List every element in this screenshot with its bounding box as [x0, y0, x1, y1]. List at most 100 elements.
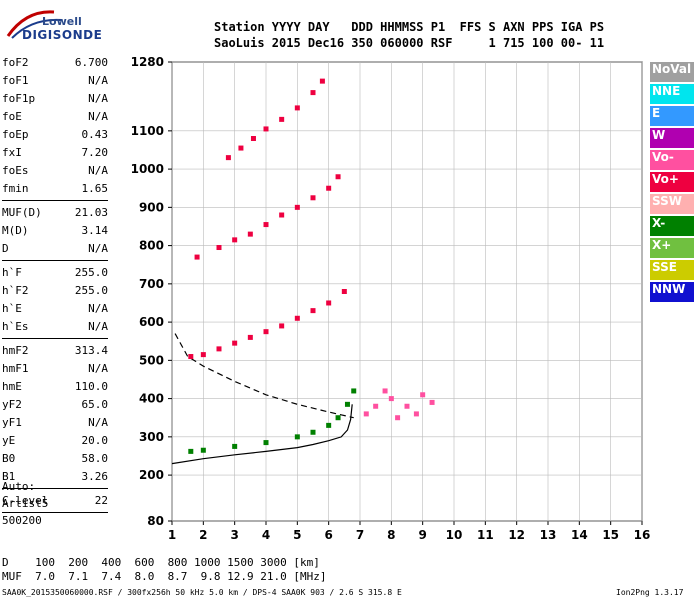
echo-point	[294, 105, 300, 111]
echo-point	[388, 396, 394, 402]
param-row: h`F2 255.0	[2, 282, 108, 300]
param-row: B0 58.0	[2, 450, 108, 468]
y-tick-label: 700	[139, 277, 164, 291]
logo-text-lowell: Lowell	[42, 15, 82, 28]
x-tick-label: 10	[446, 528, 463, 542]
x-tick-label: 12	[508, 528, 525, 542]
param-label: foE	[2, 110, 22, 123]
echo-point	[238, 145, 244, 151]
param-label: foEs	[2, 164, 29, 177]
echo-point	[263, 329, 269, 335]
echo-point	[335, 415, 341, 421]
echo-point	[200, 352, 206, 358]
legend-item: E	[650, 106, 694, 126]
param-value: 7.20	[81, 146, 109, 159]
legend-item: SSW	[650, 194, 694, 214]
param-label: foF1p	[2, 92, 36, 105]
param-separator	[2, 260, 108, 261]
echo-point	[363, 411, 369, 417]
echo-point	[310, 90, 316, 96]
echo-point	[341, 289, 347, 294]
echo-point	[200, 447, 206, 453]
param-value: 255.0	[74, 284, 108, 297]
echo-point	[395, 415, 401, 421]
x-tick-label: 9	[418, 528, 426, 542]
echo-point	[326, 300, 332, 306]
param-value: 22	[94, 494, 108, 507]
param-label: foF1	[2, 74, 29, 87]
polarization-legend: NoVal NNE E W Vo- Vo+ SSW X- X+ SSE NNW	[650, 62, 694, 304]
echo-point	[382, 388, 388, 394]
version-label: Ion2Png 1.3.17	[616, 588, 684, 597]
param-row: MUF(D) 21.03	[2, 204, 108, 222]
param-value: N/A	[88, 242, 108, 255]
y-tick-label: 500	[139, 353, 164, 367]
x-tick-label: 14	[571, 528, 588, 542]
param-label: MUF(D)	[2, 206, 42, 219]
y-tick-label: 1000	[131, 162, 164, 176]
legend-item: NoVal	[650, 62, 694, 82]
x-tick-label: 4	[262, 528, 270, 542]
param-value: N/A	[88, 362, 108, 375]
auto-label: Auto:	[2, 480, 36, 493]
x-tick-label: 5	[293, 528, 301, 542]
scaled-parameters-panel: foF2 6.700 foF1 N/A foF1p N/A foE N/A foEp 0.43 fx…	[2, 54, 108, 516]
echo-point	[310, 429, 316, 435]
x-tick-label: 8	[387, 528, 395, 542]
auto-artist: Artist5	[2, 497, 49, 510]
plot-frame	[171, 61, 643, 522]
param-value: 0.43	[81, 128, 109, 141]
param-value: N/A	[88, 74, 108, 87]
y-tick-label: 900	[139, 200, 164, 214]
echo-point	[232, 443, 238, 449]
param-value: 1.65	[81, 182, 109, 195]
x-tick-label: 3	[230, 528, 238, 542]
echo-point	[310, 195, 316, 201]
param-row: fmin 1.65	[2, 180, 108, 198]
echo-point	[279, 212, 285, 218]
param-value: N/A	[88, 416, 108, 429]
y-tick-label: 1280	[131, 55, 164, 69]
y-tick-label: 200	[139, 468, 164, 482]
param-label: hmF2	[2, 344, 29, 357]
echo-point	[263, 440, 269, 446]
param-value: 3.14	[81, 224, 109, 237]
x-tick-label: 16	[634, 528, 651, 542]
echo-point	[326, 185, 332, 191]
param-row: hmE 110.0	[2, 378, 108, 396]
param-label: fmin	[2, 182, 29, 195]
muf-distance-row-d: D 100 200 400 600 800 1000 1500 3000 [km…	[2, 556, 320, 569]
header-line-1: Station YYYY DAY DDD HHMMSS P1 FFS S AXN…	[214, 20, 605, 34]
muf-distance-row-muf: MUF 7.0 7.1 7.4 8.0 8.7 9.8 12.9 21.0 [M…	[2, 570, 327, 583]
echo-point	[310, 308, 316, 314]
logo-swoosh-icon	[6, 10, 63, 39]
x-tick-label: 13	[540, 528, 557, 542]
param-label: h`F2	[2, 284, 29, 297]
auto-version: 500200	[2, 514, 42, 527]
echo-point	[420, 392, 426, 398]
param-row: foEs N/A	[2, 162, 108, 180]
echo-point	[294, 315, 300, 321]
param-value: N/A	[88, 302, 108, 315]
param-row: D N/A	[2, 240, 108, 258]
x-tick-label: 2	[199, 528, 207, 542]
param-row: foF2 6.700	[2, 54, 108, 72]
param-value: N/A	[88, 92, 108, 105]
legend-item: NNE	[650, 84, 694, 104]
param-value: N/A	[88, 320, 108, 333]
param-row: yE 20.0	[2, 432, 108, 450]
param-label: foEp	[2, 128, 29, 141]
param-row: foF1 N/A	[2, 72, 108, 90]
x-tick-label: 1	[168, 528, 176, 542]
y-tick-label: 300	[139, 430, 164, 444]
param-label: h`Es	[2, 320, 29, 333]
y-tick-label: 1100	[131, 124, 164, 138]
param-value: N/A	[88, 164, 108, 177]
param-label: B0	[2, 452, 16, 465]
param-row: yF2 65.0	[2, 396, 108, 414]
param-value: 20.0	[81, 434, 109, 447]
echo-point	[344, 401, 350, 407]
param-row: foEp 0.43	[2, 126, 108, 144]
param-label: D	[2, 242, 9, 255]
param-value: 65.0	[81, 398, 109, 411]
